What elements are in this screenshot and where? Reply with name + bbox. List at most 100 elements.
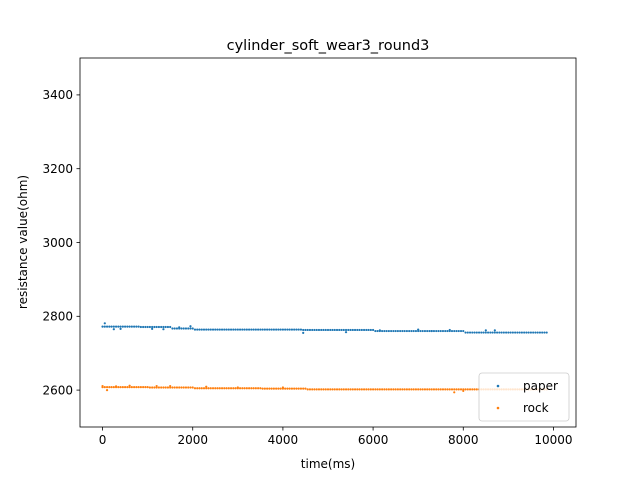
data-point-rock [428,388,431,391]
data-point-rock [464,388,467,391]
data-point-rock [250,387,253,390]
data-point-paper [182,327,185,330]
data-point-rock [175,386,179,389]
data-point-rock [412,388,415,391]
data-point-rock [114,385,118,388]
data-point-paper [344,328,348,332]
data-point-rock [241,387,244,390]
data-point-paper [162,328,165,331]
data-point-paper [536,331,539,334]
data-point-rock [196,387,199,390]
data-point-paper [151,325,154,329]
data-point-paper [351,328,354,332]
data-point-paper [196,328,199,331]
data-point-rock [326,388,330,391]
data-point-paper [360,328,363,332]
data-point-rock [426,388,429,391]
data-point-rock [401,388,404,391]
data-point-rock [232,387,235,390]
data-point-rock [371,388,375,391]
data-point-paper [117,325,120,328]
data-point-rock [164,386,167,389]
data-point-paper [367,328,370,332]
data-point-paper [448,328,451,332]
data-point-paper [518,331,521,334]
data-point-rock [392,388,395,391]
data-point-paper [484,329,487,332]
data-point-rock [331,388,334,391]
data-point-rock [110,386,113,389]
x-axis-label: time(ms) [301,457,355,471]
data-point-rock [220,387,224,390]
data-point-paper [333,328,336,332]
data-point-rock [277,387,280,390]
data-point-paper [511,331,514,334]
legend-label-paper: paper [523,379,558,393]
data-point-paper [450,329,454,333]
data-point-rock [322,388,325,391]
data-point-rock [349,388,352,391]
legend-marker-rock [496,406,500,410]
data-point-paper [468,331,472,334]
data-point-paper [311,328,314,332]
data-point-rock [146,386,149,389]
data-point-rock [166,386,170,389]
data-point-paper [247,328,251,331]
data-point-paper [437,329,440,333]
data-point-rock [207,387,210,390]
data-point-paper [523,331,526,334]
data-point-paper [252,328,255,331]
data-point-paper [541,331,544,334]
x-axis: 0 2000 4000 6000 8000 10000 [99,427,573,447]
data-point-paper [234,328,237,331]
data-point-paper [313,328,316,332]
data-point-rock [254,387,257,390]
data-point-paper [137,325,140,328]
data-point-rock [453,391,456,394]
data-point-paper [473,331,476,334]
data-point-rock [135,386,138,389]
data-point-paper [362,328,366,332]
data-point-paper [385,329,388,333]
data-point-paper [495,331,499,334]
data-point-paper [187,327,190,330]
data-point-paper [184,327,188,330]
data-point-paper [148,325,151,329]
data-point-paper [457,329,460,333]
data-point-paper [236,328,239,331]
data-point-paper [324,328,327,332]
data-point-rock [214,387,217,390]
data-point-rock [160,386,163,389]
data-point-paper [421,329,424,333]
data-point-paper [302,331,305,334]
data-point-paper [466,331,469,334]
data-point-rock [266,387,269,390]
data-point-paper [169,325,172,329]
data-point-paper [304,328,307,332]
data-point-paper [428,329,431,333]
data-point-paper [475,331,478,334]
data-point-rock [335,388,339,391]
data-point-paper [347,328,350,332]
data-point-paper [259,328,262,331]
data-point-rock [299,387,303,390]
x-tick-label: 10000 [534,433,572,447]
data-point-paper [412,329,415,333]
data-point-paper [520,331,523,334]
data-point-rock [198,387,201,390]
data-point-paper [130,325,133,328]
data-point-paper [446,329,449,333]
data-point-rock [369,388,372,391]
data-point-paper [371,328,375,332]
data-point-rock [437,388,440,391]
data-point-paper [545,331,548,334]
data-point-paper [414,329,418,333]
data-point-rock [171,386,174,389]
data-point-rock [320,388,323,391]
y-axis-label: resistance value(ohm) [16,175,30,309]
data-point-paper [417,328,420,331]
x-tick-label: 2000 [177,433,208,447]
data-point-rock [446,388,449,391]
data-point-rock [126,386,129,389]
data-point-paper [387,329,390,333]
